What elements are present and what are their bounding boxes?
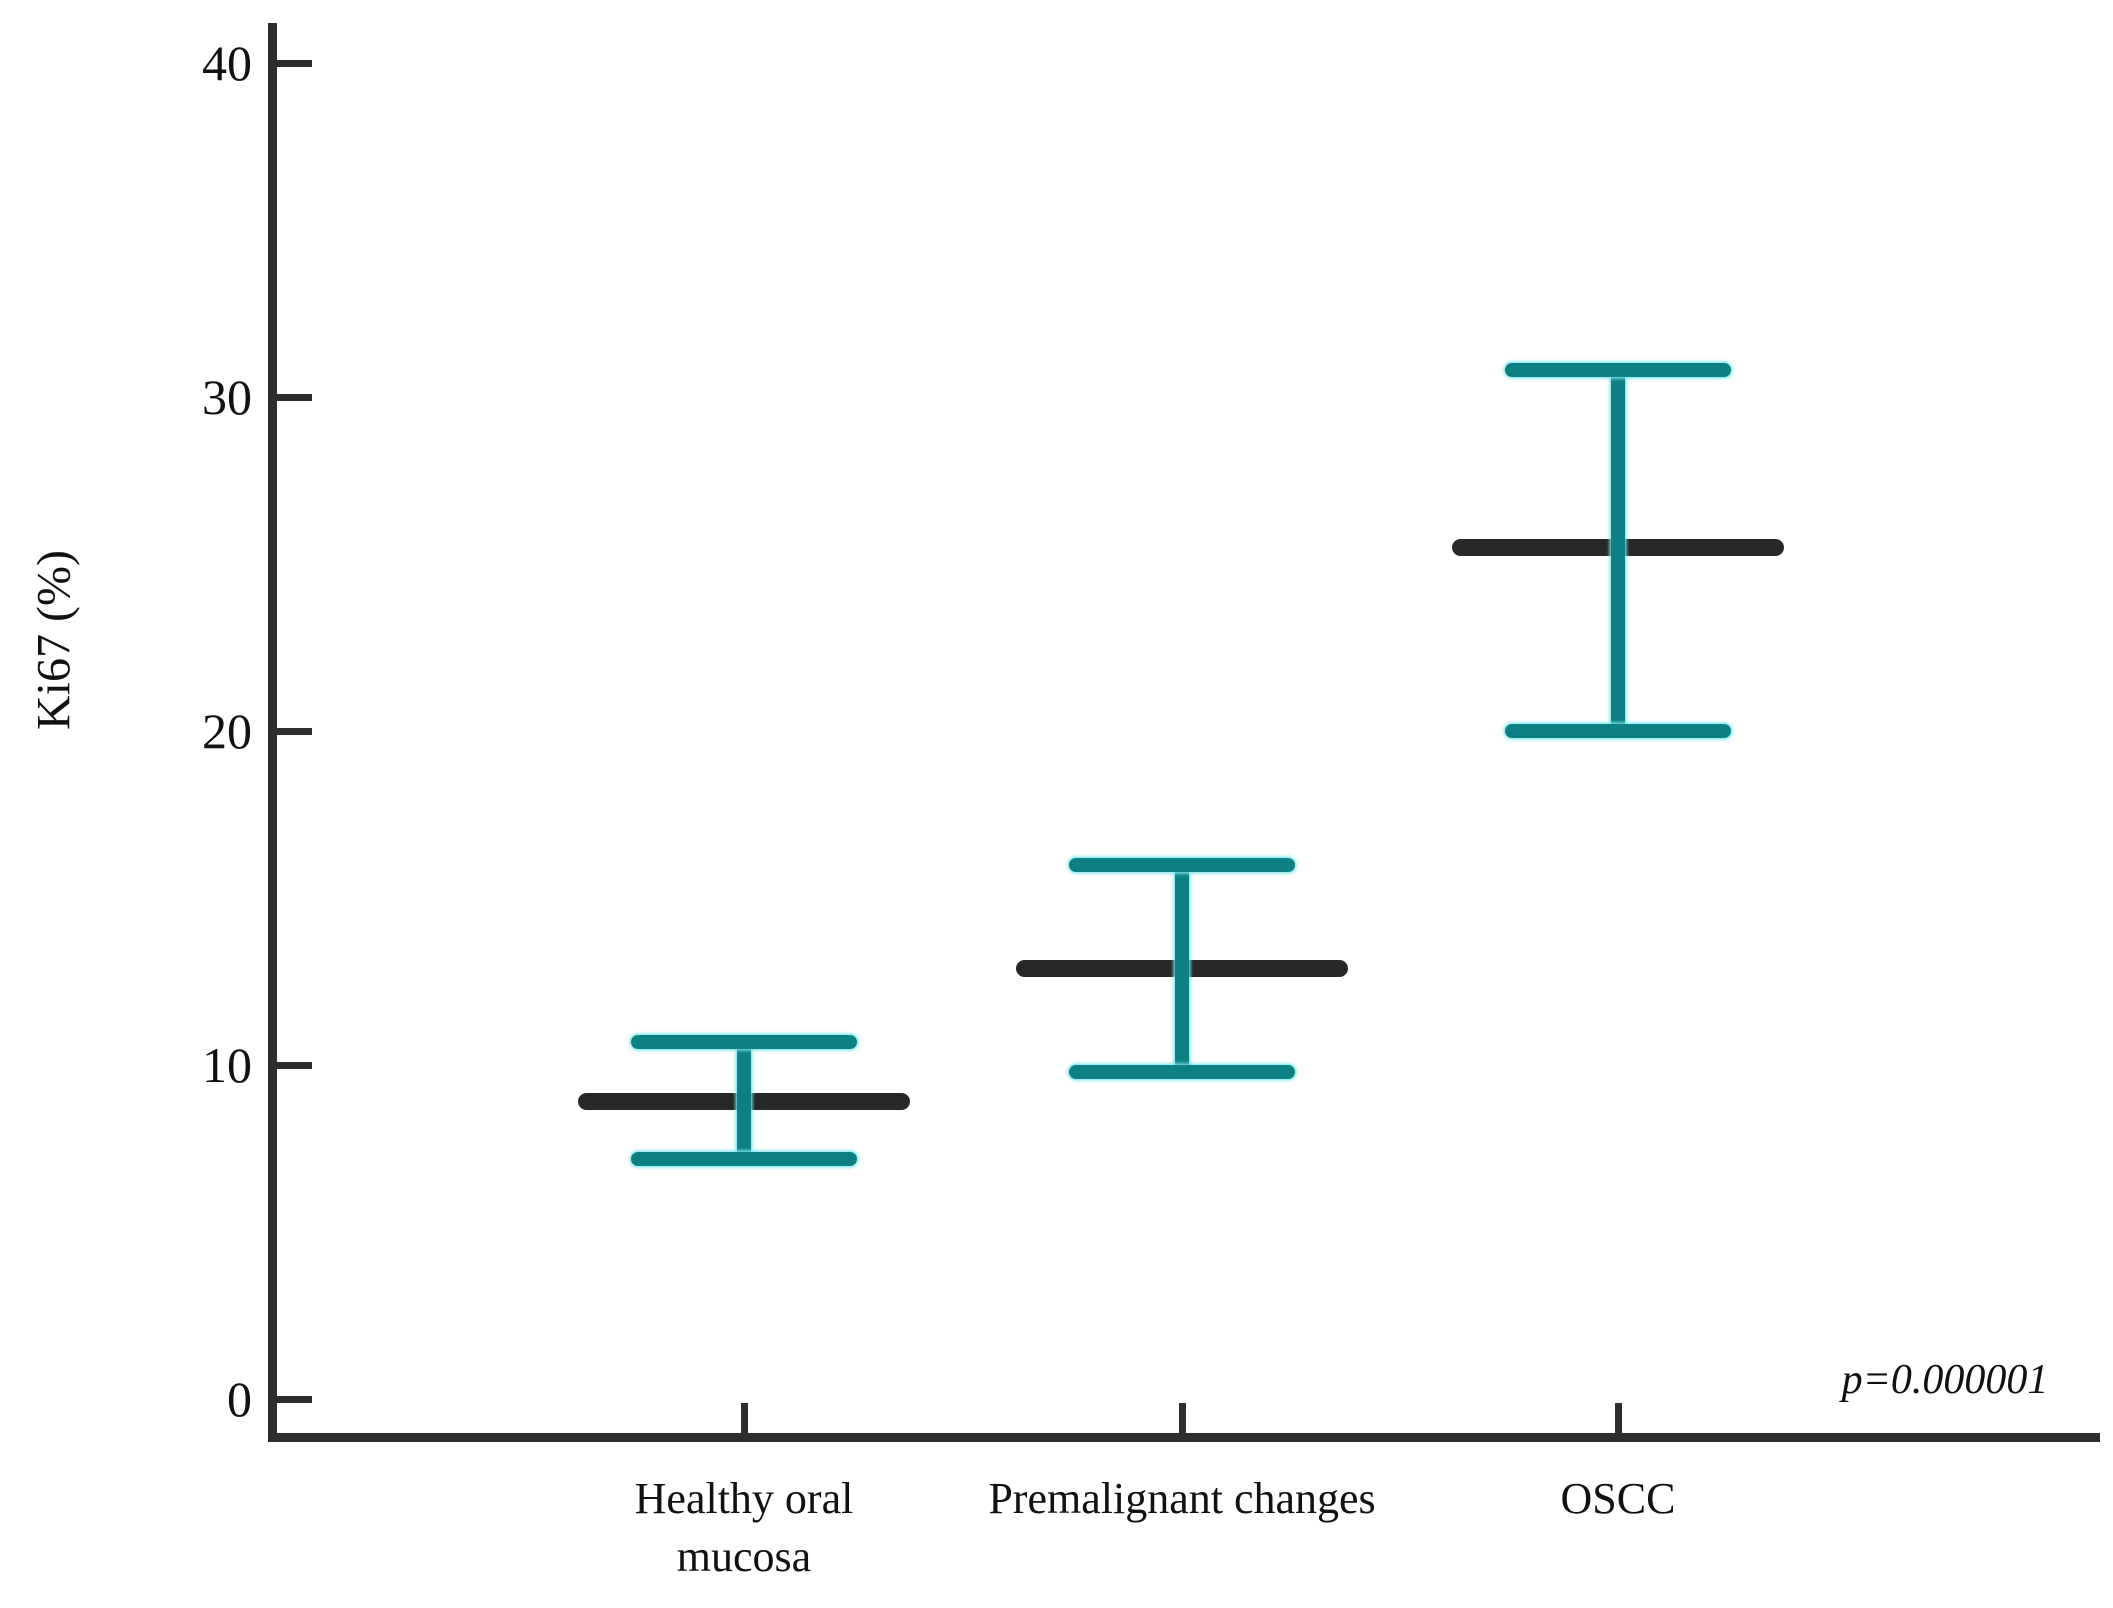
error-bar-lower-cap — [1069, 1064, 1295, 1079]
y-tick-label: 0 — [227, 1371, 252, 1427]
category-label: OSCC — [1560, 1474, 1676, 1523]
y-tick-label: 40 — [202, 35, 252, 91]
category-label: Healthy oral mucosa — [634, 1474, 854, 1581]
error-bar-vertical — [1611, 370, 1625, 731]
y-tick-mark — [277, 1061, 312, 1069]
y-axis-line — [268, 23, 277, 1442]
error-bar-vertical — [737, 1041, 751, 1159]
error-bar-lower-cap — [1505, 724, 1731, 738]
error-bar-upper-cap — [1505, 363, 1731, 378]
x-axis-line — [268, 1433, 2100, 1442]
p-value-annotation: p=0.000001 — [1841, 1357, 2049, 1403]
y-tick-mark — [277, 727, 312, 735]
y-tick-mark — [277, 393, 312, 401]
y-tick-label: 20 — [202, 703, 252, 759]
y-tick-mark — [277, 59, 312, 67]
x-tick-mark — [1178, 1403, 1186, 1433]
y-tick-mark — [277, 1395, 312, 1403]
category-label: Premalignant changes — [988, 1474, 1376, 1523]
error-bar-upper-cap — [631, 1034, 857, 1049]
x-tick-mark — [740, 1403, 748, 1433]
y-tick-label: 30 — [202, 369, 252, 425]
error-bar-upper-cap — [1069, 857, 1295, 872]
error-bar-vertical — [1175, 864, 1189, 1072]
y-axis-title: Ki67 (%) — [27, 550, 81, 730]
x-tick-mark — [1614, 1403, 1622, 1433]
y-tick-label: 10 — [202, 1037, 252, 1093]
error-bar-lower-cap — [631, 1151, 857, 1166]
